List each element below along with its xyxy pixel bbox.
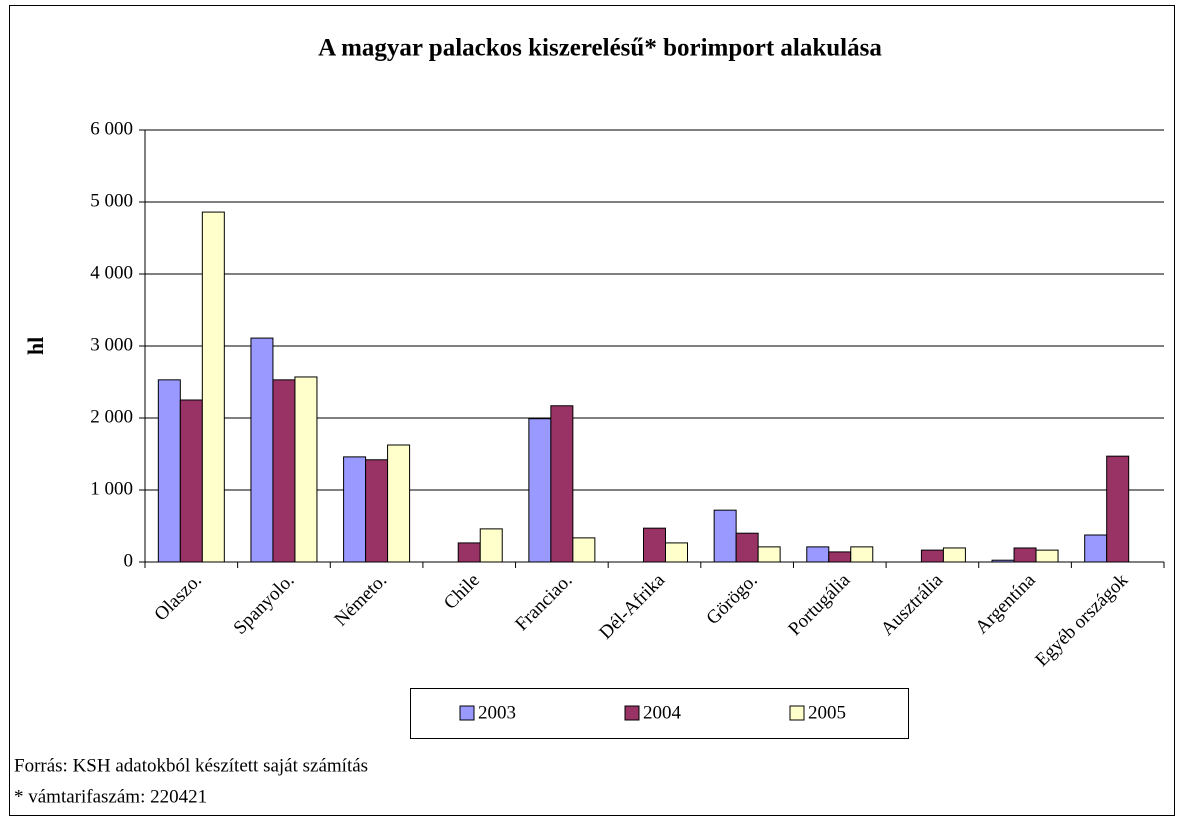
bar bbox=[550, 405, 574, 563]
y-tick-label: 6 000 bbox=[90, 118, 133, 139]
y-tick-label: 2 000 bbox=[90, 406, 133, 427]
bar bbox=[343, 456, 367, 563]
bar bbox=[1035, 549, 1059, 563]
y-tick-label: 1 000 bbox=[90, 478, 133, 499]
bar bbox=[665, 542, 688, 563]
legend-swatch bbox=[459, 705, 475, 721]
bar bbox=[272, 379, 296, 563]
bar bbox=[294, 376, 318, 563]
y-tick-label: 3 000 bbox=[90, 334, 133, 355]
bar bbox=[365, 459, 389, 563]
bar bbox=[157, 379, 181, 563]
legend-label: 2005 bbox=[808, 702, 846, 723]
y-tick-label: 5 000 bbox=[90, 190, 133, 211]
legend-label: 2003 bbox=[478, 702, 516, 723]
bar bbox=[457, 542, 481, 563]
legend-swatch bbox=[789, 705, 805, 721]
bar bbox=[1084, 534, 1108, 563]
bar bbox=[250, 337, 274, 563]
bar bbox=[991, 559, 1015, 563]
chart-title: A magyar palackos kiszerelésű* borimport… bbox=[318, 35, 882, 62]
bar bbox=[828, 551, 852, 563]
source-note: Forrás: KSH adatokból készített saját sz… bbox=[14, 755, 368, 776]
bar bbox=[1106, 455, 1130, 563]
legend-label: 2004 bbox=[643, 702, 682, 723]
y-tick-label: 0 bbox=[124, 550, 134, 571]
bar bbox=[643, 527, 666, 563]
footnote: * vámtarifaszám: 220421 bbox=[14, 786, 207, 807]
bar bbox=[1013, 547, 1037, 563]
y-tick-label: 4 000 bbox=[90, 262, 133, 283]
bar bbox=[735, 532, 759, 563]
bar bbox=[806, 546, 830, 563]
bar bbox=[528, 418, 552, 563]
y-axis-title: hl bbox=[23, 337, 48, 355]
bar bbox=[713, 509, 737, 563]
bar bbox=[850, 546, 874, 563]
bar bbox=[920, 549, 944, 563]
bar bbox=[572, 537, 596, 563]
bar bbox=[757, 546, 781, 563]
bar bbox=[479, 528, 503, 563]
bar bbox=[179, 399, 203, 563]
legend-swatch bbox=[624, 705, 640, 721]
bar bbox=[942, 547, 966, 563]
legend-frame bbox=[410, 688, 909, 739]
bar bbox=[387, 444, 411, 563]
bar bbox=[201, 211, 225, 563]
